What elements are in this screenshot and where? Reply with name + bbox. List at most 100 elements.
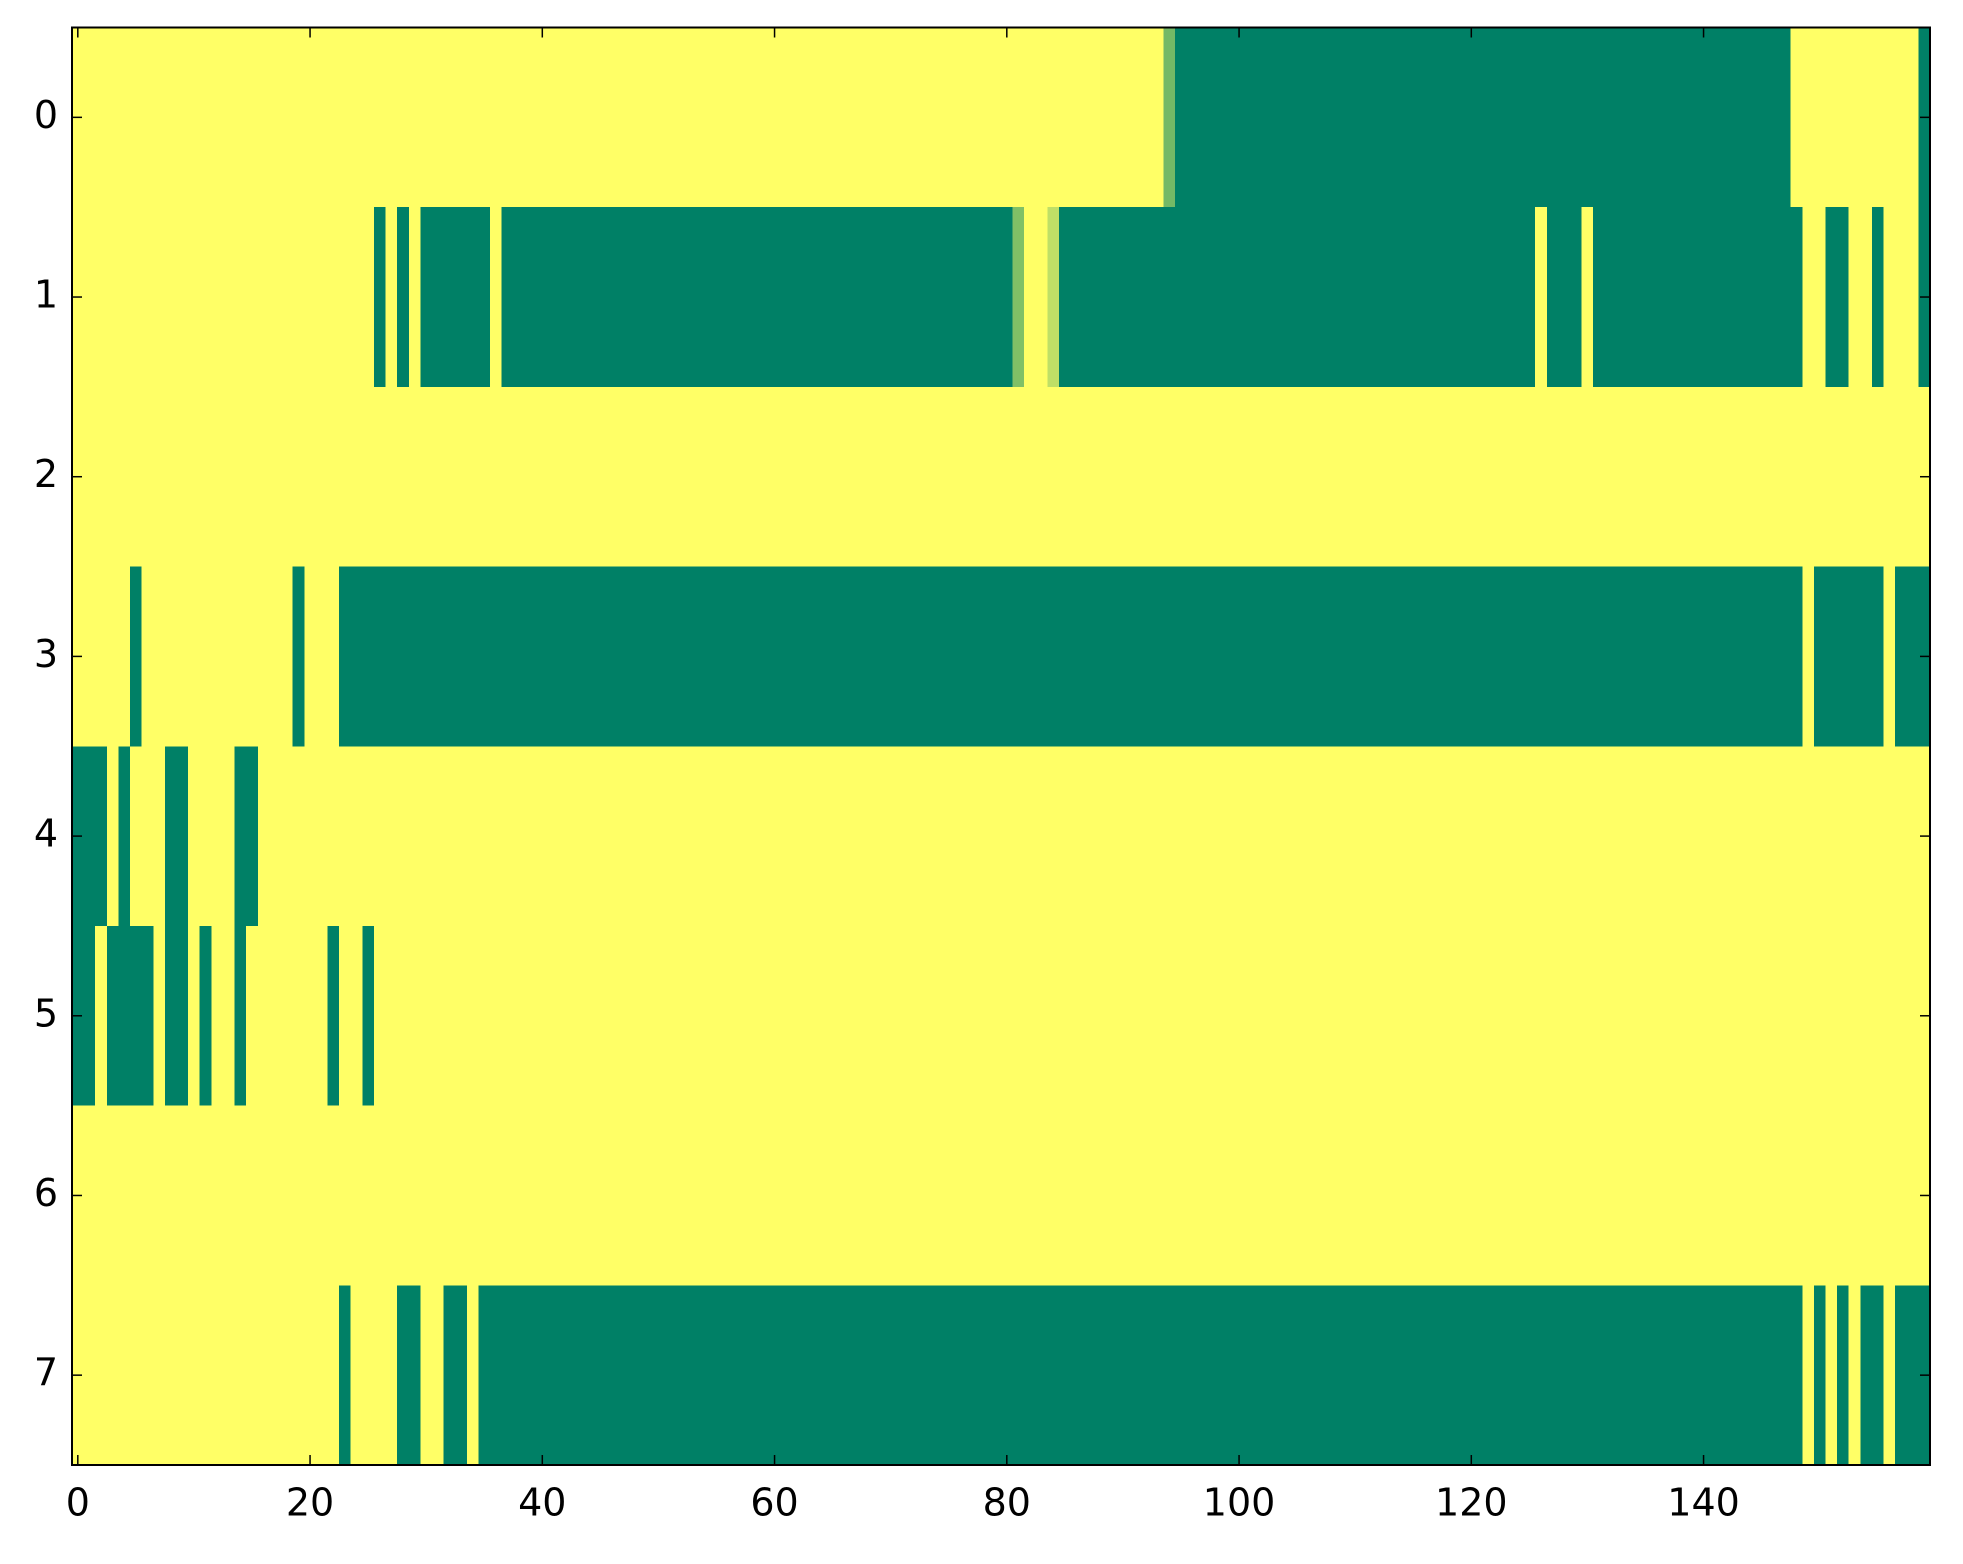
cell [397,746,410,927]
cell [954,1285,967,1466]
cell [292,1105,305,1286]
cell [130,386,143,568]
cell [1790,386,1803,568]
cell [466,207,479,388]
cell [675,207,688,388]
cell [188,746,201,927]
cell [1221,1105,1234,1286]
cell [1210,746,1223,927]
cell [606,386,619,568]
cell [1442,207,1455,388]
cell [130,925,143,1107]
cell [1465,27,1478,208]
cell [397,1285,410,1466]
cell [745,207,758,388]
cell [1244,1285,1257,1466]
cell [1825,1285,1838,1466]
cell [373,925,387,1107]
cell [362,566,375,747]
cell [1558,1105,1571,1286]
cell [1326,925,1339,1107]
cell [1628,566,1641,747]
cell [641,1105,654,1286]
cell [803,386,816,568]
cell [1639,566,1652,747]
cell [176,566,189,747]
cell [1117,746,1130,927]
cell [1442,27,1455,208]
cell [385,746,398,927]
cell [141,1285,154,1466]
cell [757,566,770,747]
cell [211,207,224,388]
cell [1256,746,1269,927]
y-tick-label: 7 [34,1351,58,1395]
cell [919,207,932,388]
cell [1581,925,1594,1107]
cell [257,1285,270,1466]
cell [1244,207,1257,388]
cell [1047,27,1060,208]
cell [641,27,654,208]
cell [222,207,236,388]
cell [664,1285,677,1466]
cell [1384,566,1397,747]
cell [199,386,212,568]
cell [188,207,201,388]
cell [699,1285,712,1466]
cell [455,1285,468,1466]
cell [1720,566,1734,747]
cell [1360,1105,1374,1286]
cell [699,386,712,568]
cell [966,1285,979,1466]
cell [1093,1105,1107,1286]
cell [362,27,375,208]
cell [1395,566,1408,747]
cell [327,746,340,927]
cell [1767,27,1780,208]
cell [1581,207,1594,388]
cell [1233,386,1246,568]
cell [304,27,317,208]
cell [106,386,119,568]
cell [780,27,793,208]
cell [873,925,886,1107]
cell [1326,386,1339,568]
cell [1210,566,1223,747]
cell [315,386,328,568]
cell [977,207,990,388]
cell [1465,1285,1478,1466]
cell [1488,386,1501,568]
cell [501,1285,514,1466]
cell [1837,1105,1850,1286]
cell [1372,1105,1385,1286]
cell [106,1105,119,1286]
cell [652,746,665,927]
cell [1477,386,1490,568]
cell [408,386,421,568]
cell [339,925,352,1107]
cell [1593,27,1606,208]
cell [1337,386,1350,568]
cell [501,925,514,1107]
cell [1001,925,1014,1107]
cell [548,925,561,1107]
cell [1720,27,1734,208]
cell [234,207,247,388]
cell [1082,207,1095,388]
cell [1360,207,1374,388]
cell [1210,386,1223,568]
cell [1233,27,1246,208]
cell [942,566,956,747]
cell [176,925,189,1107]
cell [1604,925,1617,1107]
cell [1128,566,1141,747]
cell [1082,746,1095,927]
cell [1384,746,1397,927]
cell [490,207,503,388]
cell [420,1105,433,1286]
cell [861,1105,874,1286]
cell [1140,386,1153,568]
cell [1871,27,1885,208]
